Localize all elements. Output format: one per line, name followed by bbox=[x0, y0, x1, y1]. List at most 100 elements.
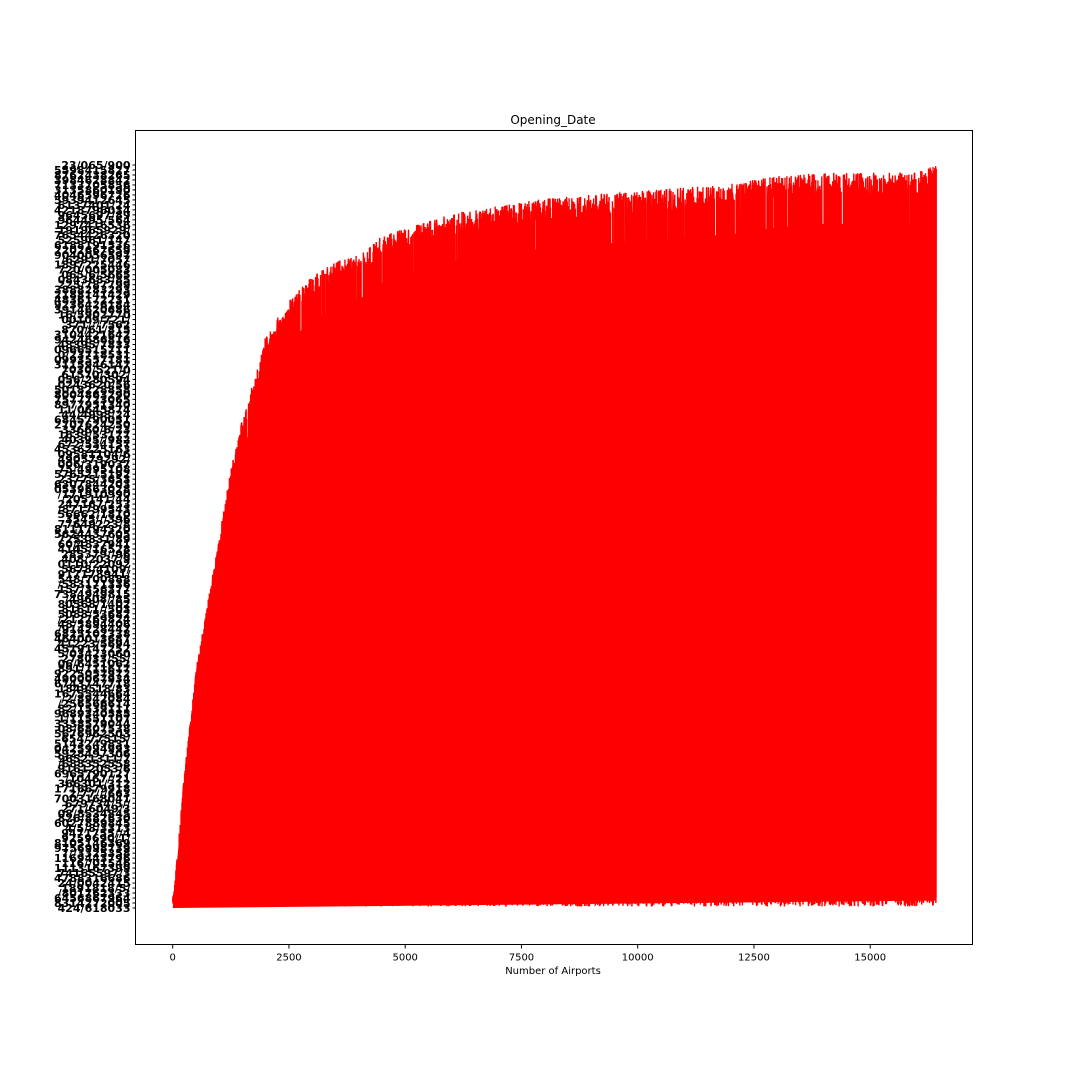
y-tick-label: 8762438265 bbox=[54, 169, 131, 182]
y-tick-label: 4536225163 bbox=[54, 443, 131, 456]
y-tick-label: 9645697/89 bbox=[58, 209, 131, 222]
y-tick-label: 6188191536 bbox=[54, 239, 131, 252]
y-tick-label: 8004863290 bbox=[54, 388, 131, 401]
x-tick-label: 10000 bbox=[622, 953, 654, 964]
y-tick-label: 964495/564 bbox=[58, 214, 131, 227]
y-tick-label: 4788316686 bbox=[54, 872, 131, 885]
y-tick-label: 6307844203 bbox=[54, 478, 131, 491]
y-tick-label: /256566614 bbox=[58, 698, 131, 711]
y-tick-layer: 424/61803383142720056456867964/801762333… bbox=[54, 159, 136, 915]
y-tick-label: 7654426320 bbox=[54, 229, 131, 242]
y-tick-label: 720/005083 bbox=[58, 264, 131, 277]
y-tick-label: 1169443796 bbox=[54, 852, 131, 865]
y-tick-label: 408/2037/9 bbox=[61, 553, 130, 566]
y-tick-label: 0539663028 bbox=[54, 483, 131, 496]
plot-frame bbox=[135, 130, 973, 945]
y-tick-label: 6845790051 bbox=[54, 413, 131, 426]
x-tick-label: 0 bbox=[170, 953, 176, 964]
y-tick-label: 7133705856 bbox=[54, 179, 131, 192]
y-tick-label: 917178941/ bbox=[58, 568, 132, 581]
y-tick-label: 80568/1402 bbox=[58, 598, 131, 611]
y-tick-label: 2202667659 bbox=[54, 244, 131, 257]
y-tick-label: 271/6049/3 bbox=[61, 802, 130, 815]
y-tick-label: 9225057972 bbox=[54, 668, 131, 681]
y-tick-label: 7//3325358 bbox=[61, 847, 130, 860]
y-tick-label: 5928497306 bbox=[54, 747, 131, 760]
y-tick-label: 8105146369 bbox=[54, 837, 131, 850]
y-tick-label: 672/534157 bbox=[58, 438, 131, 451]
y-tick-label: 1/11551107 bbox=[58, 713, 131, 726]
series-line bbox=[172, 166, 937, 907]
y-tick-label: /688352558 bbox=[58, 757, 131, 770]
y-tick-label: 8314272005 bbox=[54, 897, 131, 910]
y-tick-label: 1113167399 bbox=[54, 862, 131, 875]
y-tick-label: 5939412645 bbox=[54, 194, 131, 207]
y-tick-label: 7253831/89 bbox=[58, 533, 131, 546]
y-tick-label: /583171336 bbox=[58, 578, 131, 591]
y-tick-label: /801762333 bbox=[58, 887, 131, 900]
y-tick-label: 00109/721/ bbox=[61, 314, 131, 327]
y-tick-label: 82/1539111 bbox=[58, 703, 131, 716]
y-tick-label: 0993557181 bbox=[54, 353, 131, 366]
y-tick-label: 006/319037 bbox=[58, 458, 131, 471]
y-tick-label: 6456867964 bbox=[54, 892, 131, 905]
y-tick-label: 1297416536 bbox=[54, 219, 131, 232]
y-tick-label: 48/5894406 bbox=[58, 618, 131, 631]
y-tick-label: 7577723065 bbox=[54, 393, 131, 406]
y-tick-label: /49608//85 bbox=[65, 593, 131, 606]
y-tick-label: 2707624250 bbox=[54, 418, 131, 431]
y-tick-label: 371///7562 bbox=[65, 319, 131, 332]
y-tick-label: 9424686816 bbox=[54, 334, 131, 347]
y-tick-label: 5143249831 bbox=[54, 737, 131, 750]
y-tick-label: /10467//21 bbox=[65, 772, 131, 785]
y-tick-label: 4900067934 bbox=[54, 673, 131, 686]
y-tick-label: 3104421642 bbox=[54, 329, 131, 342]
y-tick-label: 74165597/3 bbox=[58, 867, 131, 880]
y-tick-label: 3338579044 bbox=[54, 717, 131, 730]
y-tick-label: 2/77///663 bbox=[69, 787, 131, 800]
y-tick-label: 1716679918 bbox=[54, 782, 131, 795]
y-tick-label: 7030/521/0 bbox=[61, 363, 131, 376]
y-tick-label: 247167/253 bbox=[58, 498, 131, 511]
y-tick-label: 5018228858 bbox=[54, 383, 131, 396]
y-tick-label: 11/0645874 bbox=[58, 403, 131, 416]
y-tick-label: 1639/53177 bbox=[58, 428, 131, 441]
y-tick-label: 4/5/8/3313 bbox=[65, 822, 131, 835]
y-tick-label: 40395//982 bbox=[61, 433, 130, 446]
y-tick-label: 424/618033 bbox=[58, 902, 131, 915]
y-tick-label: 225/787799 bbox=[58, 279, 131, 292]
y-tick-label: /2/8942084 bbox=[61, 693, 131, 706]
y-tick-label: 24/0042415 bbox=[58, 877, 131, 890]
y-tick-label: 0/23718531 bbox=[58, 348, 131, 361]
y-tick-label: 1891818/5/ bbox=[61, 882, 131, 895]
y-tick-label: 679734/5// bbox=[65, 797, 132, 810]
y-tick-label: 09581104/6 bbox=[58, 448, 131, 461]
y-tick-label: 1897225446 bbox=[54, 259, 131, 272]
y-tick-label: 4218796034 bbox=[54, 204, 131, 217]
y-tick-label: 490579292/ bbox=[58, 453, 132, 466]
y-tick-label: 0966515711 bbox=[54, 344, 131, 357]
y-tick-label: 548/700888 bbox=[58, 573, 131, 586]
y-tick-label: 91612053/6 bbox=[58, 762, 131, 775]
x-tick-label: 5000 bbox=[392, 953, 417, 964]
y-tick-label: 157/356377 bbox=[58, 583, 131, 596]
y-tick-label: 6965790127 bbox=[54, 767, 131, 780]
y-tick-label: 0425994993 bbox=[54, 742, 131, 755]
series-layer bbox=[172, 166, 937, 908]
y-tick-label: 0843683/85 bbox=[58, 274, 131, 287]
y-tick-label: 5/03423060 bbox=[58, 648, 131, 661]
chart-title: Opening_Date bbox=[510, 113, 595, 127]
y-tick-label: 6137401/24 bbox=[58, 199, 131, 212]
x-tick-layer: 0 2500 5000 7500 10000 12500 15000 bbox=[170, 944, 886, 964]
x-axis-label: Number of Airports bbox=[505, 966, 601, 977]
y-tick-label: 81611//503 bbox=[61, 603, 130, 616]
y-tick-label: 7003168041 bbox=[54, 792, 131, 805]
y-tick-label: 41223/5694 bbox=[58, 638, 131, 651]
y-tick-label: 5765215192 bbox=[54, 468, 131, 481]
y-tick-label: 116//01546 bbox=[61, 857, 131, 870]
y-tick-label: 870/61/815 bbox=[61, 324, 130, 337]
x-tick-label: 15000 bbox=[854, 953, 886, 964]
y-tick-label: 3888283293 bbox=[54, 284, 131, 297]
